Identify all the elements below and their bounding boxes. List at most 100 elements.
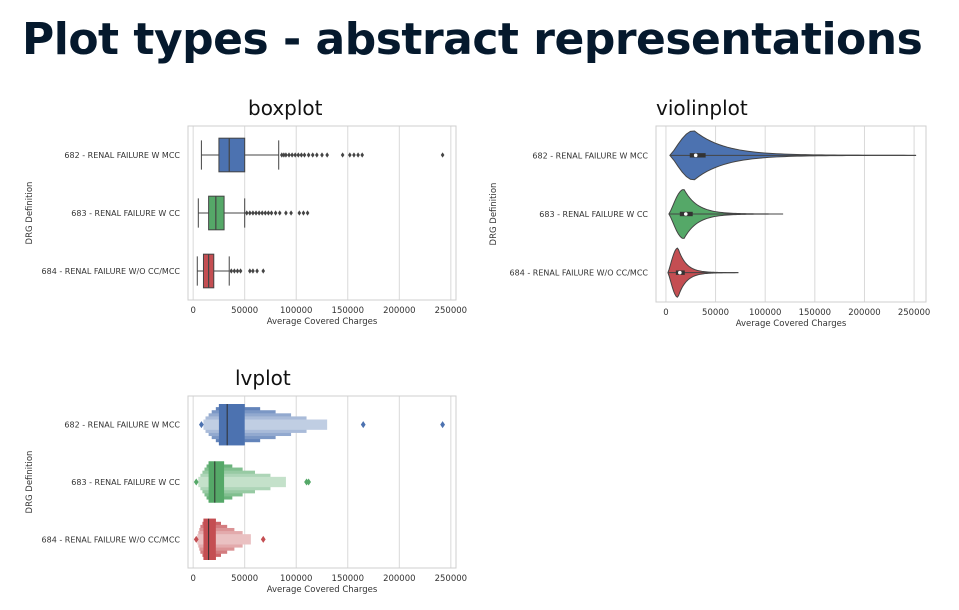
outlier-point <box>305 210 310 216</box>
series-marks <box>667 130 917 298</box>
outlier-point <box>290 152 294 158</box>
outlier-point <box>277 210 282 216</box>
outlier-point <box>193 478 199 486</box>
outlier-point <box>280 152 284 158</box>
outlier-point <box>284 152 288 158</box>
outlier-point <box>229 268 234 274</box>
plot-frame <box>187 125 457 301</box>
boxplot-panel: boxplot 0 50000 100000 150000 200000 250000 Av… <box>20 94 480 334</box>
outlier-point <box>193 535 199 543</box>
plot-frame <box>655 125 927 303</box>
outlier-point <box>293 152 297 158</box>
outlier-point <box>315 152 319 158</box>
x-tick-label: 50000 <box>702 308 729 318</box>
y-tick-label: 682 - RENAL FAILURE W MCC <box>64 421 180 430</box>
outlier-point <box>254 210 258 216</box>
outlier-point <box>255 268 259 274</box>
x-tick-label: 250000 <box>435 306 467 316</box>
y-tick-label: 683 - RENAL FAILURE W CC <box>71 209 180 218</box>
y-axis-label: DRG Definition <box>25 182 35 245</box>
boxplot-chart: 0 50000 100000 150000 200000 250000 Average Co… <box>25 125 467 327</box>
x-tick-label: 250000 <box>435 574 467 584</box>
outlier-point <box>310 152 315 158</box>
x-tick-label: 0 <box>663 308 668 318</box>
slide-title: Plot types - abstract representations <box>22 14 923 65</box>
outlier-point <box>360 152 364 158</box>
lv-box-core <box>218 404 245 446</box>
x-tick-label: 150000 <box>799 308 831 318</box>
x-tick-label: 0 <box>190 574 195 584</box>
outlier-point <box>273 210 278 216</box>
outlier-point <box>232 268 237 274</box>
chart-title: boxplot <box>248 96 323 120</box>
y-tick-label: 682 - RENAL FAILURE W MCC <box>64 151 180 160</box>
outlier-point <box>287 152 291 158</box>
y-axis-label: DRG Definition <box>25 451 35 514</box>
outlier-point <box>199 421 204 429</box>
x-tick-label: 50000 <box>231 574 258 584</box>
outlier-point <box>440 152 445 158</box>
y-tick-label: 683 - RENAL FAILURE W CC <box>71 478 180 487</box>
outlier-point <box>284 210 288 216</box>
outlier-point <box>266 210 271 216</box>
chart-title: violinplot <box>656 96 748 120</box>
x-tick-label: 100000 <box>280 306 312 316</box>
outlier-point <box>244 210 249 216</box>
y-tick-label: 684 - RENAL FAILURE W/O CC/MCC <box>510 269 649 278</box>
outlier-point <box>251 268 255 274</box>
lvplot-chart: 0 50000 100000 150000 200000 250000 Average Co… <box>25 395 467 595</box>
lv-box <box>198 476 286 488</box>
outlier-point <box>261 268 266 274</box>
outlier-point <box>282 152 286 158</box>
outlier-point <box>257 210 261 216</box>
outlier-point <box>306 152 311 158</box>
violinplot-chart: 0 50000 100000 150000 200000 250000 Average Co… <box>489 125 930 329</box>
x-tick-label: 250000 <box>898 308 930 318</box>
plot-frame <box>187 395 457 569</box>
x-tick-label: 100000 <box>280 574 312 584</box>
x-tick-label: 200000 <box>383 574 415 584</box>
lv-box-core <box>203 518 216 560</box>
x-tick-label: 150000 <box>332 306 364 316</box>
outlier-point <box>340 152 345 158</box>
outlier-point <box>296 152 301 158</box>
outlier-point <box>352 152 356 158</box>
series-marks <box>196 137 445 289</box>
x-axis-label: Average Covered Charges <box>736 319 847 329</box>
outlier-point <box>301 210 306 216</box>
x-axis-label: Average Covered Charges <box>267 317 378 327</box>
outlier-point <box>238 268 243 274</box>
outlier-point <box>356 152 360 158</box>
outlier-point <box>289 210 293 216</box>
outlier-point <box>325 152 329 158</box>
outlier-point <box>302 152 307 158</box>
violin-median-dot <box>678 270 682 275</box>
outlier-point <box>306 478 311 486</box>
y-tick-label: 683 - RENAL FAILURE W CC <box>539 210 648 219</box>
box <box>218 137 246 173</box>
lv-box <box>203 419 328 430</box>
outlier-point <box>260 535 266 543</box>
y-tick-label: 682 - RENAL FAILURE W MCC <box>532 151 648 160</box>
x-tick-label: 0 <box>190 306 195 316</box>
violin-iqr-box <box>689 153 706 158</box>
outlier-point <box>269 210 274 216</box>
y-tick-label: 684 - RENAL FAILURE W/O CC/MCC <box>42 267 181 276</box>
lvplot-panel: lvplot 0 50000 100000 150000 200000 250000 Ave… <box>20 364 480 604</box>
outlier-point <box>360 421 366 429</box>
x-tick-label: 200000 <box>383 306 415 316</box>
series-marks <box>193 404 445 560</box>
x-tick-label: 50000 <box>231 306 258 316</box>
outlier-point <box>348 152 352 158</box>
y-tick-label: 684 - RENAL FAILURE W/O CC/MCC <box>42 535 181 544</box>
chart-title: lvplot <box>235 366 291 390</box>
outlier-point <box>297 210 302 216</box>
outlier-point <box>260 210 265 216</box>
violinplot-panel: violinplot 0 50000 100000 150000 200000 25000… <box>488 94 948 339</box>
outlier-point <box>235 268 240 274</box>
x-tick-label: 100000 <box>749 308 781 318</box>
x-axis-label: Average Covered Charges <box>267 585 378 595</box>
outlier-point <box>299 152 304 158</box>
lv-box-core <box>208 461 225 503</box>
x-tick-label: 200000 <box>848 308 880 318</box>
